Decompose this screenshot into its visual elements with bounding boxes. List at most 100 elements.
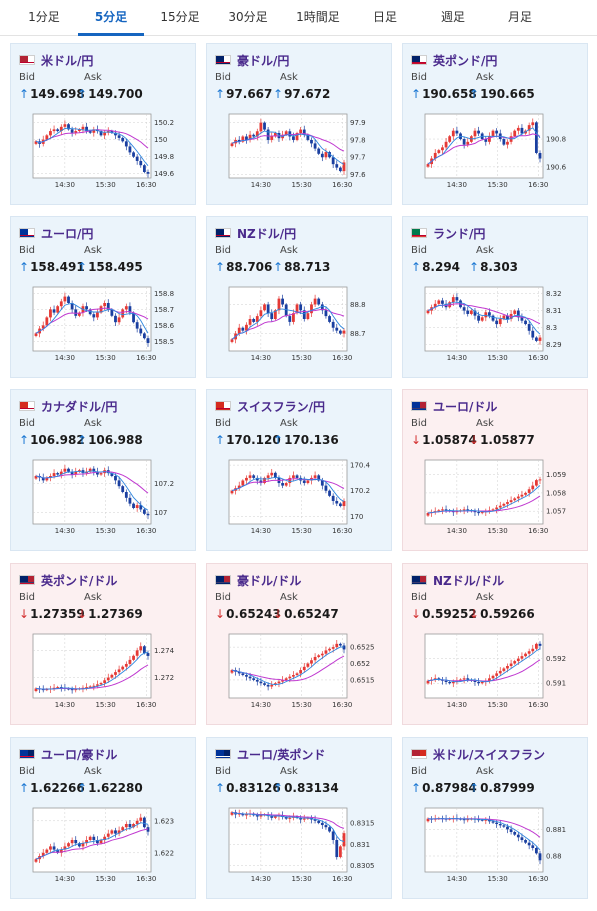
candle-body <box>320 480 324 486</box>
candle-body <box>299 670 303 674</box>
tab-1min[interactable]: 1分足 <box>28 10 60 24</box>
pair-name[interactable]: 米ドル/スイスフラン <box>433 748 546 762</box>
up-arrow-icon: ↑ <box>215 87 226 101</box>
rate-panel[interactable]: 米ドル/スイスフラン Bid Ask ↑0.87984 ↑0.87999 0.881 0.8… <box>402 737 588 899</box>
y-tick-label: 1.622 <box>154 849 174 857</box>
candle-body <box>531 648 535 652</box>
pair-name[interactable]: ユーロ/ドル <box>433 400 498 414</box>
candle-body <box>117 669 121 673</box>
candle-body <box>270 136 274 140</box>
rate-panel[interactable]: 豪ドル/円 Bid Ask ↑97.667 ↑97.672 97.9 97.8 97.7 97.… <box>206 43 392 205</box>
mini-chart[interactable]: 8.32 8.31 8.3 8.29 14:30 15:30 16:30 <box>413 285 577 367</box>
pair-name[interactable]: NZドル/円 <box>237 227 297 241</box>
rate-panel[interactable]: NZドル/ドル Bid Ask ↓0.59252 ↓0.59266 0.592 0.591 1… <box>402 563 588 725</box>
bid-price: ↑88.706 <box>215 260 272 274</box>
candle-body <box>245 814 248 816</box>
rate-panel[interactable]: ユーロ/円 Bid Ask ↑158.491 ↑158.495 158.8 158.7 158… <box>10 216 196 378</box>
pair-name[interactable]: 豪ドル/円 <box>237 54 290 68</box>
candle-body <box>241 136 245 142</box>
mini-chart[interactable]: 150.2 150 149.8 149.6 14:30 15:30 16:30 <box>21 112 185 194</box>
plot-area <box>228 633 348 699</box>
rate-panel[interactable]: NZドル/円 Bid Ask ↑88.706 ↑88.713 88.8 88.7 14:30 1… <box>206 216 392 378</box>
eu-us-flag-icon <box>411 401 427 411</box>
bid-label: Bid <box>411 766 427 777</box>
candle-body <box>99 473 103 475</box>
pair-name[interactable]: 豪ドル/ドル <box>237 574 302 588</box>
rate-panel[interactable]: 英ポンド/円 Bid Ask ↑190.658 ↑190.665 190.8 190.6 14… <box>402 43 588 205</box>
moving-average-fast <box>427 485 541 514</box>
ask-price: ↓1.05877 <box>469 433 535 447</box>
mini-chart[interactable]: 0.592 0.591 14:30 15:30 16:30 <box>413 632 577 714</box>
mini-chart[interactable]: 1.274 1.272 14:30 15:30 16:30 <box>21 632 185 714</box>
pair-name[interactable]: NZドル/ドル <box>433 574 505 588</box>
bid-value: 0.83126 <box>226 781 281 795</box>
mini-chart[interactable]: 1.623 1.622 14:30 15:30 16:30 <box>21 806 185 888</box>
candle-body <box>338 846 342 858</box>
candle-body <box>288 817 292 819</box>
eu-jp-flag-icon <box>19 228 35 238</box>
candle-body <box>106 677 110 681</box>
rate-panel[interactable]: 米ドル/円 Bid Ask ↑149.698 ↑149.700 150.2 150 149.8… <box>10 43 196 205</box>
candlestick-chart: 97.9 97.8 97.7 97.6 14:30 15:30 16:30 <box>228 113 366 189</box>
tab-weekly[interactable]: 週足 <box>440 10 465 24</box>
ask-label: Ask <box>280 766 298 777</box>
moving-average-fast <box>231 130 345 165</box>
rate-panel[interactable]: ランド/円 Bid Ask ↑8.294 ↑8.303 8.32 8.31 8.3 8.29 14… <box>402 216 588 378</box>
bid-price: ↓1.27359 <box>19 607 85 621</box>
tab-monthly[interactable]: 月足 <box>507 10 532 24</box>
rate-panel[interactable]: ユーロ/英ポンド Bid Ask ↑0.83126 ↑0.83134 0.8315 0.83… <box>206 737 392 899</box>
mini-chart[interactable]: 107.2 107 14:30 15:30 16:30 <box>21 458 185 540</box>
candle-body <box>284 678 288 680</box>
candle-body <box>524 492 527 495</box>
pair-name[interactable]: 英ポンド/円 <box>433 54 498 68</box>
y-tick-label: 1.274 <box>154 647 175 655</box>
pair-name[interactable]: ユーロ/豪ドル <box>41 748 118 762</box>
candle-body <box>295 304 299 314</box>
candle-body <box>70 840 74 844</box>
pair-name[interactable]: ユーロ/英ポンド <box>237 748 326 762</box>
candle-body <box>488 136 491 142</box>
mini-chart[interactable]: 170.4 170.2 170 14:30 15:30 16:30 <box>217 458 381 540</box>
mini-chart[interactable]: 1.059 1.058 1.057 14:30 15:30 16:30 <box>413 458 577 540</box>
mini-chart[interactable]: 88.8 88.7 14:30 15:30 16:30 <box>217 285 381 367</box>
y-tick-label: 149.6 <box>154 170 175 178</box>
tab-15min[interactable]: 15分足 <box>160 10 200 24</box>
tab-daily[interactable]: 日足 <box>372 10 397 24</box>
rate-panel[interactable]: カナダドル/円 Bid Ask ↑106.982 ↑106.988 107.2 107 14:… <box>10 389 196 551</box>
candle-body <box>502 315 506 319</box>
candle-body <box>466 141 470 145</box>
candle-body <box>124 663 128 667</box>
pair-name[interactable]: ユーロ/円 <box>41 227 94 241</box>
candle-body <box>88 468 92 472</box>
bid-label: Bid <box>411 418 427 429</box>
mini-chart[interactable]: 0.6525 0.652 0.6515 14:30 15:30 16:30 <box>217 632 381 714</box>
mini-chart[interactable]: 0.8315 0.831 0.8305 14:30 15:30 16:30 <box>217 806 381 888</box>
candle-body <box>45 135 49 140</box>
candle-body <box>270 313 274 319</box>
pair-name[interactable]: 英ポンド/ドル <box>41 574 118 588</box>
candle-body <box>328 490 331 496</box>
x-tick-label: 14:30 <box>55 875 75 883</box>
pair-name[interactable]: ランド/円 <box>433 227 486 241</box>
x-tick-label: 15:30 <box>95 354 115 362</box>
candle-body <box>477 512 480 514</box>
mini-chart[interactable]: 97.9 97.8 97.7 97.6 14:30 15:30 16:30 <box>217 112 381 194</box>
tab-1hour[interactable]: 1時間足 <box>296 10 340 24</box>
mini-chart[interactable]: 158.8 158.7 158.6 158.5 14:30 15:30 16:30 <box>21 285 185 367</box>
pair-name[interactable]: スイスフラン/円 <box>237 400 326 414</box>
pair-name[interactable]: 米ドル/円 <box>41 54 94 68</box>
rate-panel[interactable]: 英ポンド/ドル Bid Ask ↓1.27359 ↓1.27369 1.274 1.272 1… <box>10 563 196 725</box>
mini-chart[interactable]: 190.8 190.6 14:30 15:30 16:30 <box>413 112 577 194</box>
candle-body <box>245 477 248 481</box>
tab-30min[interactable]: 30分足 <box>228 10 268 24</box>
bid-label: Bid <box>215 72 231 83</box>
candle-body <box>121 827 125 831</box>
mini-chart[interactable]: 0.881 0.88 14:30 15:30 16:30 <box>413 806 577 888</box>
y-tick-label: 1.623 <box>154 817 174 825</box>
tab-5min[interactable]: 5分足 <box>78 0 144 36</box>
rate-panel[interactable]: スイスフラン/円 Bid Ask ↑170.120 ↑170.136 170.4 170.2… <box>206 389 392 551</box>
rate-panel[interactable]: ユーロ/豪ドル Bid Ask ↑1.62266 ↑1.62280 1.623 1.622 1… <box>10 737 196 899</box>
rate-panel[interactable]: ユーロ/ドル Bid Ask ↓1.05874 ↓1.05877 1.059 1.058 1.… <box>402 389 588 551</box>
rate-panel[interactable]: 豪ドル/ドル Bid Ask ↓0.65243 ↓0.65247 0.6525 0.652 0… <box>206 563 392 725</box>
pair-name[interactable]: カナダドル/円 <box>41 400 118 414</box>
